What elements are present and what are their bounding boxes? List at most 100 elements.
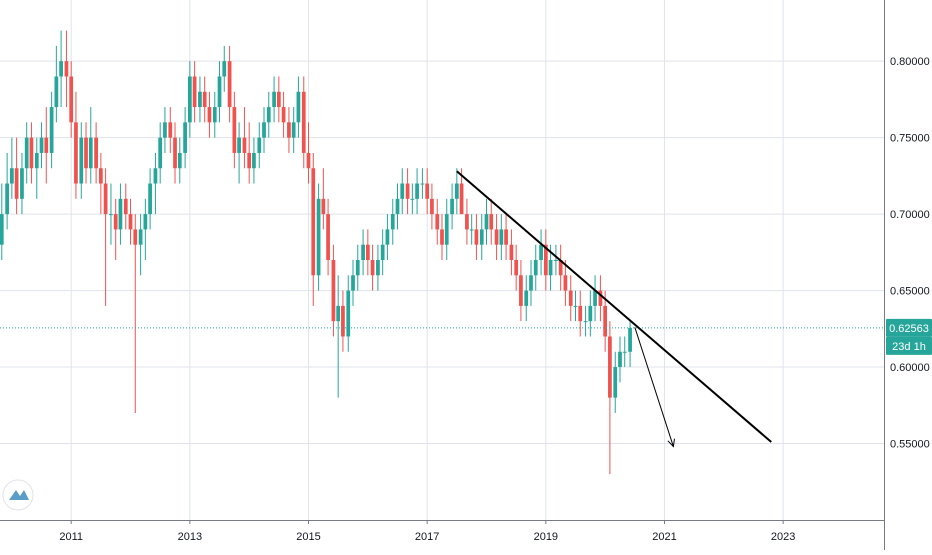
candle-body <box>64 61 69 77</box>
candle-body <box>103 183 108 215</box>
candle-body <box>133 229 138 245</box>
last-price-label: 0.62563 <box>889 323 929 335</box>
candle-body <box>563 275 568 291</box>
candle-body <box>578 305 583 322</box>
candle-body <box>49 107 54 153</box>
time-tick-label: 2023 <box>771 531 795 543</box>
projection-arrow-line <box>634 327 674 447</box>
candle-body <box>276 91 281 108</box>
candle-body <box>148 183 152 215</box>
candle-body <box>533 260 538 276</box>
candle-body <box>459 183 464 215</box>
candle-body <box>232 107 237 153</box>
candle-body <box>420 183 425 185</box>
candle-body <box>69 76 74 123</box>
candle-body <box>84 137 88 169</box>
candle-body <box>34 152 39 169</box>
candle-body <box>257 137 262 153</box>
candle-body <box>628 327 632 352</box>
candle-body <box>390 214 395 230</box>
candle-body <box>74 122 78 184</box>
price-tick-label: 0.65000 <box>890 286 930 298</box>
candle-body <box>237 137 241 153</box>
candle-body <box>173 137 177 169</box>
logo-mark <box>9 490 29 500</box>
candle-body <box>514 260 519 276</box>
candle-body <box>365 244 370 260</box>
candle-body <box>380 244 385 260</box>
candle-body <box>54 76 59 108</box>
candle-body <box>207 107 212 123</box>
candle-body <box>395 198 400 215</box>
candle-body <box>272 91 276 108</box>
candle-body <box>321 198 326 215</box>
candle-body <box>469 229 474 231</box>
candle-body <box>296 91 301 123</box>
candle-body <box>484 214 489 230</box>
candle-body <box>79 137 84 184</box>
candle-body <box>331 260 336 322</box>
candle-body <box>123 198 128 215</box>
candle-body <box>153 168 158 184</box>
candle-body <box>88 137 93 169</box>
candle-body <box>20 168 24 199</box>
candle-body <box>376 260 380 276</box>
candle-body <box>499 229 504 245</box>
candle-body <box>465 214 469 230</box>
candle-body <box>489 214 494 230</box>
candle-body <box>158 137 163 169</box>
candle-body <box>217 76 222 108</box>
candle-body <box>192 76 197 108</box>
candle-body <box>573 305 578 307</box>
candle-body <box>405 183 410 199</box>
price-tick-label: 0.80000 <box>890 56 930 68</box>
drawings-layer <box>0 170 884 448</box>
candle-body <box>59 61 63 77</box>
price-tick-label: 0.70000 <box>890 209 930 221</box>
candle-body <box>94 137 98 169</box>
candle-body <box>311 168 316 276</box>
candle-body <box>291 122 296 138</box>
candle-body <box>524 290 529 306</box>
candle-body <box>583 321 588 323</box>
tradingview-logo-icon[interactable] <box>2 479 34 511</box>
candle-body <box>14 168 19 199</box>
candle-body <box>509 244 514 260</box>
candle-body <box>281 107 286 123</box>
candle-body <box>163 122 167 138</box>
candle-body <box>177 152 182 169</box>
candle-body <box>588 305 593 322</box>
candle-body <box>554 260 558 261</box>
candle-body <box>529 275 533 291</box>
candle-body <box>613 367 618 398</box>
candle-body <box>138 229 143 245</box>
time-tick-label: 2013 <box>178 531 202 543</box>
candle-body <box>9 168 14 184</box>
candle-body <box>430 198 434 215</box>
candle-body <box>558 260 563 276</box>
time-tick-label: 2015 <box>296 531 320 543</box>
candle-body <box>301 91 306 153</box>
candle-body <box>618 351 622 368</box>
candle-body <box>440 229 444 245</box>
candle-body <box>143 214 148 230</box>
last-price-badge <box>886 318 932 337</box>
candle-body <box>351 275 355 291</box>
candle-body <box>603 305 608 337</box>
trendline <box>456 170 772 443</box>
candle-body <box>5 183 9 215</box>
candle-body <box>202 91 207 108</box>
candle-body <box>370 260 375 276</box>
candle-body <box>519 275 523 306</box>
candle-body <box>474 229 479 245</box>
candle-body <box>568 290 573 306</box>
candle-body <box>622 351 627 353</box>
candle-body <box>316 198 321 276</box>
candle-body <box>444 214 449 245</box>
candle-body <box>543 244 548 276</box>
candle-body <box>341 305 345 337</box>
time-tick-label: 2011 <box>59 531 83 543</box>
candle-body <box>252 152 256 169</box>
